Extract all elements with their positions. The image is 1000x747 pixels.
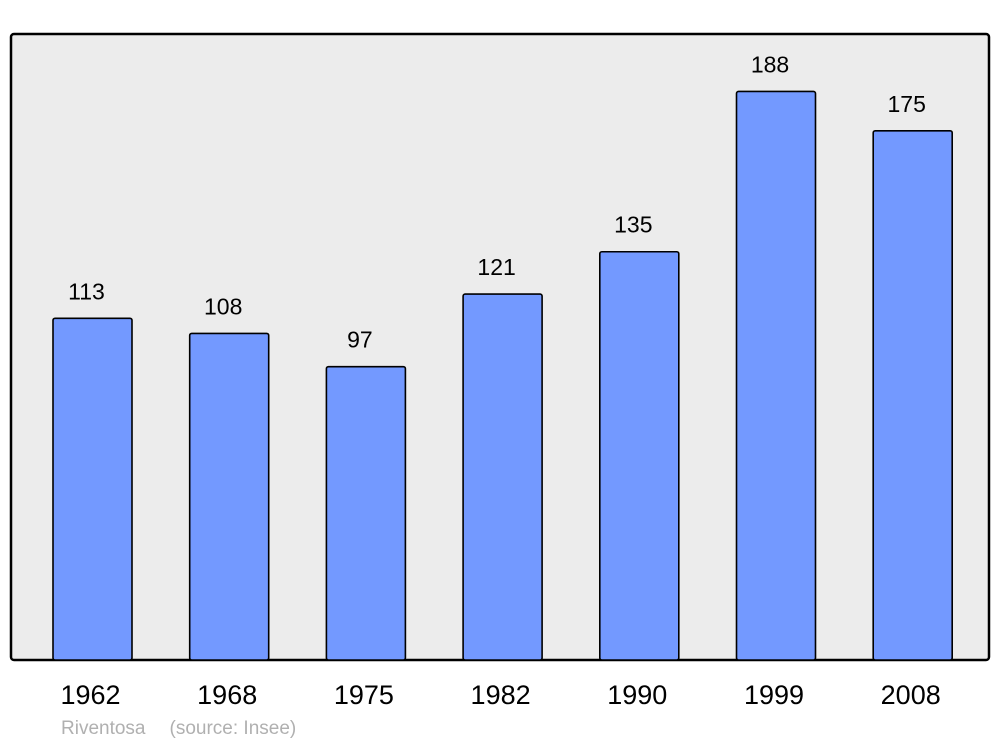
bar-1990 [598,250,680,661]
value-label-1962: 113 [68,278,105,304]
value-label-2008: 175 [888,91,926,117]
x-tick-label-1975: 1975 [334,680,394,710]
x-tick-label-1982: 1982 [471,680,531,710]
bar-1962 [52,317,133,661]
bar-1968 [188,332,270,661]
x-tick-label-1999: 1999 [744,680,804,710]
x-tick-label-2008: 2008 [881,680,941,710]
bar-1975 [325,365,407,661]
bar-1982 [462,293,543,661]
x-tick-label-1962: 1962 [60,680,120,710]
value-label-1968: 108 [204,293,242,319]
x-tick-label-1968: 1968 [197,680,257,710]
footer-place: Riventosa [61,718,146,739]
value-label-1975: 97 [347,327,373,353]
value-label-1999: 188 [751,51,789,77]
footer-source: (source: Insee) [169,718,297,739]
footer: Riventosa (source: Insee) [61,718,320,740]
bar-2008 [872,129,954,661]
bar-1999 [735,90,817,661]
value-label-1990: 135 [614,212,652,238]
value-label-1982: 121 [477,254,515,280]
x-tick-label-1990: 1990 [607,680,667,710]
